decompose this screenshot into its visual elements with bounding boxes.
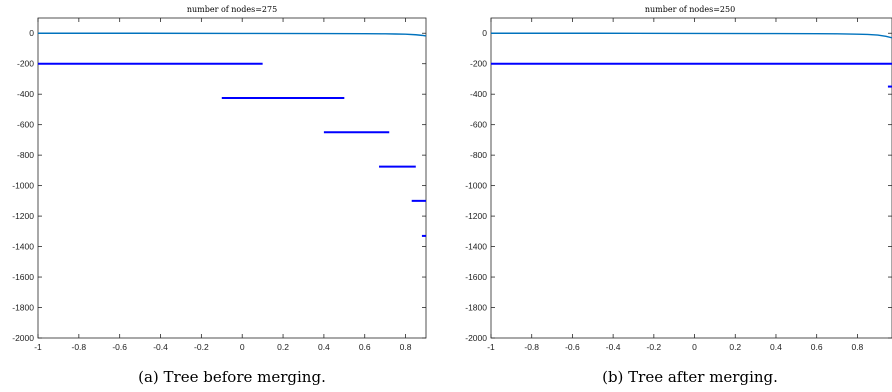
x-tick-label: 0 bbox=[240, 342, 245, 352]
y-tick-label: -2000 bbox=[12, 333, 34, 343]
x-tick-label: -1 bbox=[487, 342, 495, 352]
y-tick-label: -1400 bbox=[465, 242, 487, 252]
x-tick-label: -0.4 bbox=[153, 342, 168, 352]
y-tick-label: -1600 bbox=[465, 272, 487, 282]
x-tick-label: -1 bbox=[34, 342, 42, 352]
y-tick-label: -1800 bbox=[12, 303, 34, 313]
series-curve bbox=[38, 32, 427, 37]
panel-before-merging: number of nodes=275 -1 -0.8 -0.6 -0.4 -0.2 0 0… bbox=[12, 5, 427, 386]
caption: (a) Tree before merging. bbox=[138, 368, 326, 386]
axis-ticks: -1 -0.8 -0.6 -0.4 -0.2 0 0.2 0.4 0.6 0.8 0 -200 -400… bbox=[12, 18, 426, 352]
y-tick-label: -1200 bbox=[465, 211, 487, 221]
caption: (b) Tree after merging. bbox=[602, 368, 778, 386]
y-tick-label: -1600 bbox=[12, 272, 34, 282]
y-tick-label: 0 bbox=[482, 28, 487, 38]
y-tick-label: -400 bbox=[470, 89, 487, 99]
y-tick-label: 0 bbox=[29, 28, 34, 38]
x-tick-label: 0.6 bbox=[811, 342, 823, 352]
y-tick-label: -200 bbox=[17, 59, 34, 69]
panel-title: number of nodes=250 bbox=[645, 5, 735, 14]
x-tick-label: -0.8 bbox=[72, 342, 87, 352]
x-tick-label: 0.2 bbox=[729, 342, 741, 352]
y-tick-label: -1000 bbox=[465, 181, 487, 191]
y-tick-label: -800 bbox=[17, 150, 34, 160]
x-tick-label: 0 bbox=[692, 342, 697, 352]
x-tick-label: -0.4 bbox=[606, 342, 621, 352]
x-tick-label: -0.8 bbox=[524, 342, 539, 352]
series-curve bbox=[491, 32, 892, 39]
plot-marks bbox=[38, 32, 427, 237]
plot-area bbox=[490, 17, 892, 339]
y-tick-label: -600 bbox=[17, 120, 34, 130]
x-tick-label: 0.4 bbox=[770, 342, 782, 352]
panel-title: number of nodes=275 bbox=[187, 5, 277, 14]
x-tick-label: 0.8 bbox=[851, 342, 863, 352]
axis-ticks: -1 -0.8 -0.6 -0.4 -0.2 0 0.2 0.4 0.6 0.8 0 -200 -400… bbox=[465, 18, 892, 352]
y-tick-label: -600 bbox=[470, 120, 487, 130]
x-tick-label: 0.2 bbox=[277, 342, 289, 352]
x-tick-label: -0.2 bbox=[647, 342, 662, 352]
plot-area bbox=[37, 17, 427, 339]
x-tick-label: 0.8 bbox=[400, 342, 412, 352]
y-tick-label: -1400 bbox=[12, 242, 34, 252]
y-tick-label: -1000 bbox=[12, 181, 34, 191]
y-tick-label: -800 bbox=[470, 150, 487, 160]
x-tick-label: 0.4 bbox=[318, 342, 330, 352]
x-tick-label: -0.2 bbox=[194, 342, 209, 352]
panel-after-merging: number of nodes=250 -1 -0.8 -0.6 -0.4 -0.2 0 0… bbox=[465, 5, 892, 386]
x-tick-label: 0.6 bbox=[359, 342, 371, 352]
y-tick-label: -1800 bbox=[465, 303, 487, 313]
y-tick-label: -200 bbox=[470, 59, 487, 69]
y-tick-label: -2000 bbox=[465, 333, 487, 343]
plot-marks bbox=[491, 32, 892, 88]
x-tick-label: -0.6 bbox=[112, 342, 127, 352]
x-tick-label: -0.6 bbox=[565, 342, 580, 352]
y-tick-label: -1200 bbox=[12, 211, 34, 221]
y-tick-label: -400 bbox=[17, 89, 34, 99]
